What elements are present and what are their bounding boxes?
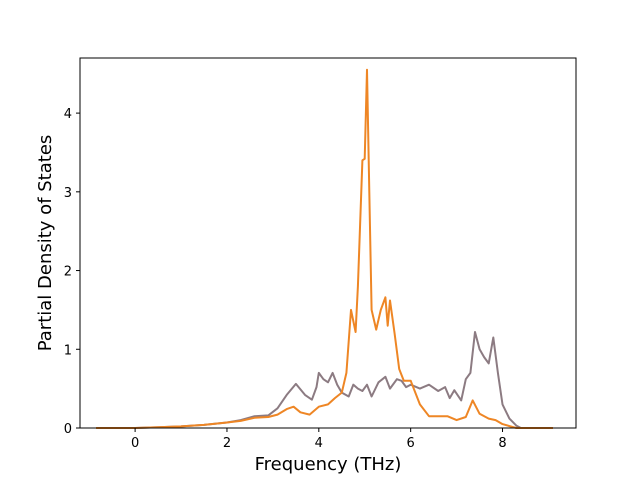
series-line-1 xyxy=(96,331,553,429)
y-tick-label: 3 xyxy=(64,186,72,201)
x-tick-label: 2 xyxy=(223,436,231,451)
x-axis: 0 2 4 6 8 xyxy=(131,428,507,451)
x-tick-label: 0 xyxy=(131,436,139,451)
x-tick-label: 8 xyxy=(498,436,506,451)
x-tick-label: 6 xyxy=(407,436,415,451)
y-tick-label: 2 xyxy=(64,265,72,280)
plot-area xyxy=(96,68,553,429)
y-tick-label: 1 xyxy=(64,343,72,358)
plot-frame xyxy=(79,57,577,429)
y-axis: 0 1 2 3 4 xyxy=(64,107,80,437)
series-line-2 xyxy=(96,68,553,429)
x-tick-label: 4 xyxy=(315,436,323,451)
x-axis-label: Frequency (THz) xyxy=(255,454,402,475)
y-tick-label: 4 xyxy=(64,107,72,122)
y-axis-label: Partial Density of States xyxy=(35,135,56,352)
y-tick-label: 0 xyxy=(64,422,72,437)
